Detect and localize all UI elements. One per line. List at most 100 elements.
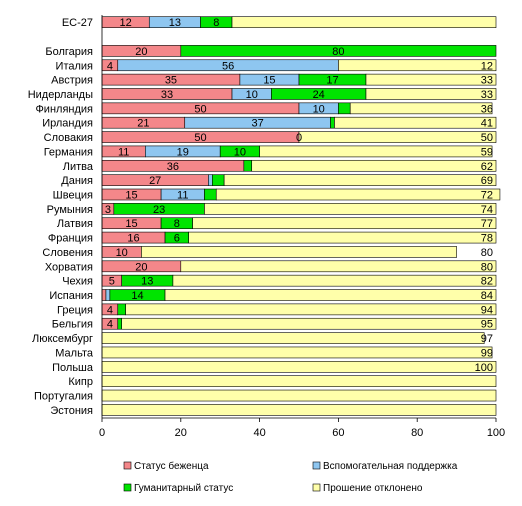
data-label: 56 [222, 60, 234, 72]
legend-label: Статус беженца [134, 460, 209, 472]
bar-segment [338, 59, 497, 72]
category-label: ЕС-27 [62, 17, 93, 29]
data-label: 72 [481, 190, 493, 202]
category-label: Словакия [44, 132, 93, 144]
data-label: 10 [116, 247, 128, 259]
category-label: Финляндия [35, 103, 93, 115]
data-label: 11 [177, 190, 188, 202]
bar-segment [180, 45, 497, 57]
category-labels-layer: ЕС-27 Болгария Италия Австрия Нидерланды Финл… [28, 17, 94, 417]
category-label: Португалия [34, 391, 93, 403]
data-label: 37 [252, 118, 264, 130]
data-label: 3 [105, 204, 111, 216]
data-label: 15 [125, 190, 137, 202]
data-label: 27 [149, 175, 161, 187]
data-label: 21 [137, 118, 149, 130]
data-label: 94 [481, 304, 493, 316]
data-label: 10 [234, 146, 246, 158]
data-label: 12 [120, 17, 132, 29]
data-label: 13 [169, 17, 181, 29]
x-tick-label: 60 [332, 427, 344, 439]
data-label: 50 [481, 132, 493, 144]
data-label: 77 [481, 218, 493, 230]
bar-segment [105, 289, 111, 301]
bar-segment [101, 389, 497, 402]
bar-segment [180, 260, 497, 273]
bar-segment [349, 102, 493, 115]
category-label: Литва [63, 161, 94, 173]
data-label: 15 [263, 75, 275, 87]
data-label: 14 [131, 290, 143, 302]
x-tick-label: 80 [411, 427, 423, 439]
bar-segment [212, 174, 225, 186]
data-label: 19 [177, 146, 189, 158]
data-label: 11 [118, 146, 129, 158]
bars-layer [101, 16, 501, 416]
category-label: Бельгия [52, 319, 93, 331]
bar-segment [259, 145, 493, 158]
category-label: Испания [49, 290, 93, 302]
data-label: 74 [481, 204, 493, 216]
bar-segment [298, 131, 497, 143]
data-label: 97 [481, 333, 493, 345]
data-label: 16 [127, 233, 139, 245]
data-label: 4 [107, 319, 113, 331]
legend-label: Вспомогательная поддержка [323, 461, 458, 472]
data-label: 82 [481, 276, 493, 288]
bar-segment [101, 289, 107, 301]
data-label: 33 [481, 89, 493, 101]
data-label: 4 [107, 60, 113, 72]
data-label: 41 [481, 118, 493, 130]
x-tick-label: 40 [253, 427, 265, 439]
bar-segment [164, 289, 497, 301]
category-label: Австрия [51, 75, 93, 87]
data-label: 95 [481, 319, 493, 331]
legend-swatch [123, 483, 132, 492]
bar-segment [188, 231, 497, 244]
data-label: 33 [161, 89, 173, 101]
category-label: Франция [48, 233, 93, 245]
data-label: 12 [481, 60, 493, 72]
data-label: 20 [135, 261, 147, 273]
data-label: 10 [246, 89, 258, 101]
legend-swatch [312, 461, 321, 470]
bar-segment [117, 317, 123, 330]
category-label: Хорватия [45, 261, 93, 273]
bar-segment [172, 274, 497, 287]
bar-segment [101, 332, 485, 344]
bar-segment [330, 116, 335, 129]
category-label: Словения [42, 247, 93, 259]
data-label: 23 [153, 204, 165, 216]
category-label: Чехия [62, 276, 93, 288]
bar-segment [117, 303, 126, 316]
bar-segment [251, 159, 497, 172]
category-label: Мальта [55, 347, 94, 359]
legend-label: Гуманитарный статус [134, 483, 233, 494]
data-label: 80 [481, 261, 493, 273]
x-axis: 0 20 40 60 80 100 [99, 15, 505, 439]
data-label: 20 [135, 46, 147, 58]
bar-segment [204, 203, 497, 215]
data-label: 35 [165, 75, 177, 87]
category-label: Ирландия [42, 118, 93, 130]
data-label: 69 [481, 175, 493, 187]
data-label: 50 [194, 132, 206, 144]
data-label: 62 [481, 161, 493, 173]
data-label: 80 [332, 46, 344, 58]
data-label: 78 [481, 233, 493, 245]
data-label: 6 [174, 233, 180, 245]
bar-segment [125, 303, 497, 316]
category-label: Румыния [47, 204, 93, 216]
category-label: Люксембург [32, 333, 93, 345]
data-label: 50 [194, 103, 206, 115]
bar-segment [141, 246, 457, 258]
data-label: 8 [174, 218, 180, 230]
category-label: Швеция [53, 190, 93, 202]
data-label: 36 [167, 161, 179, 173]
x-tick-label: 0 [99, 427, 105, 439]
bar-segment [338, 102, 351, 115]
legend-swatch [312, 483, 321, 492]
legend-label: Прошение отклонено [323, 483, 423, 494]
bar-segment [204, 188, 217, 201]
